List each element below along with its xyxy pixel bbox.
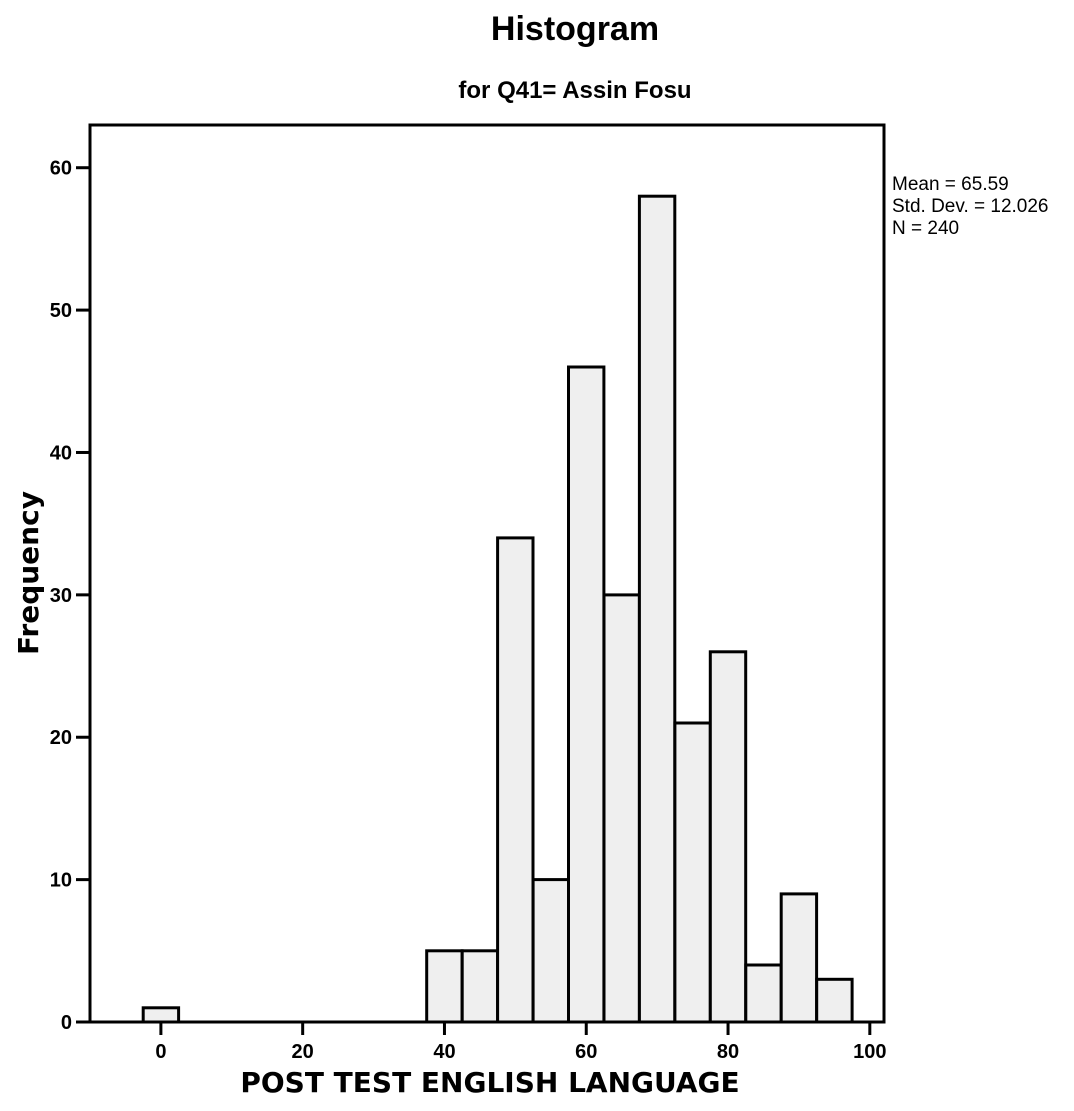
stat-mean: Mean = 65.59 bbox=[892, 174, 1009, 195]
x-tick-label: 40 bbox=[433, 1041, 455, 1063]
histogram-bar bbox=[496, 536, 535, 1024]
histogram-bar bbox=[673, 721, 712, 1024]
x-tick-label: 0 bbox=[155, 1041, 166, 1063]
x-axis-ticks: 0 20 40 60 80 100 bbox=[155, 1022, 887, 1063]
y-tick-label: 50 bbox=[50, 300, 72, 322]
histogram-bar bbox=[744, 963, 783, 1024]
y-tick-label: 60 bbox=[50, 158, 72, 180]
chart-title: Histogram bbox=[491, 10, 659, 48]
histogram-bar bbox=[708, 650, 748, 1024]
histogram-bar bbox=[531, 878, 570, 1024]
histogram-bar bbox=[141, 1006, 181, 1024]
histogram-bar bbox=[637, 194, 677, 1024]
histogram-bar bbox=[602, 593, 641, 1024]
histogram-bar bbox=[779, 892, 819, 1024]
y-axis-label: Frequency bbox=[12, 491, 45, 655]
y-tick-label: 30 bbox=[50, 585, 72, 607]
histogram-bar bbox=[815, 977, 854, 1024]
y-tick-label: 40 bbox=[50, 442, 72, 464]
x-axis-label: POST TEST ENGLISH LANGUAGE bbox=[240, 1066, 739, 1099]
x-tick-label: 80 bbox=[717, 1041, 739, 1063]
y-tick-label: 0 bbox=[61, 1012, 72, 1034]
histogram-bar bbox=[567, 365, 606, 1024]
y-tick-label: 20 bbox=[50, 727, 72, 749]
histogram-bar bbox=[460, 949, 500, 1024]
bars-group bbox=[141, 194, 854, 1024]
y-axis-ticks: 0 10 20 30 40 50 60 bbox=[50, 158, 90, 1034]
stat-std-dev: Std. Dev. = 12.026 bbox=[892, 196, 1049, 217]
plot-frame bbox=[88, 123, 886, 1024]
chart-subtitle: for Q41= Assin Fosu bbox=[458, 77, 691, 104]
stat-n: N = 240 bbox=[892, 218, 959, 239]
y-tick-label: 10 bbox=[50, 870, 72, 892]
x-tick-label: 100 bbox=[853, 1041, 886, 1063]
x-tick-label: 60 bbox=[575, 1041, 597, 1063]
x-tick-label: 20 bbox=[292, 1041, 314, 1063]
histogram-bar bbox=[425, 949, 464, 1024]
